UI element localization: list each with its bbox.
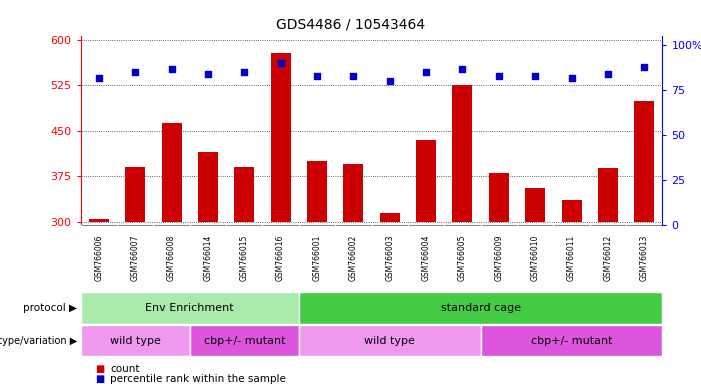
Text: GSM766012: GSM766012: [604, 235, 613, 281]
Text: GSM766004: GSM766004: [421, 235, 430, 281]
Text: cbp+/- mutant: cbp+/- mutant: [531, 336, 612, 346]
Bar: [190, 325, 299, 356]
Text: ■: ■: [95, 364, 104, 374]
Bar: [89, 218, 109, 222]
Text: GSM766003: GSM766003: [386, 235, 394, 281]
Text: Env Enrichment: Env Enrichment: [145, 303, 234, 313]
Bar: [271, 53, 291, 222]
Point: [384, 78, 395, 84]
Text: GSM766009: GSM766009: [494, 235, 503, 281]
Point: [311, 73, 322, 79]
Text: GSM766007: GSM766007: [130, 235, 139, 281]
Text: GSM766008: GSM766008: [167, 235, 176, 281]
Text: GSM766011: GSM766011: [567, 235, 576, 281]
Bar: [481, 325, 662, 356]
Text: GSM766014: GSM766014: [203, 235, 212, 281]
Bar: [634, 101, 654, 222]
Point: [529, 73, 540, 79]
Text: standard cage: standard cage: [440, 303, 521, 313]
Point: [130, 69, 141, 75]
Text: GSM766002: GSM766002: [349, 235, 358, 281]
Bar: [161, 123, 182, 222]
Bar: [598, 168, 618, 222]
Text: cbp+/- mutant: cbp+/- mutant: [203, 336, 285, 346]
Point: [238, 69, 250, 75]
Text: percentile rank within the sample: percentile rank within the sample: [110, 374, 286, 384]
Text: wild type: wild type: [365, 336, 415, 346]
Point: [348, 73, 359, 79]
Bar: [81, 325, 190, 356]
Text: GSM766015: GSM766015: [240, 235, 249, 281]
Point: [639, 64, 650, 70]
Text: GSM766005: GSM766005: [458, 235, 467, 281]
Text: protocol ▶: protocol ▶: [23, 303, 77, 313]
Point: [494, 73, 505, 79]
Text: GSM766016: GSM766016: [276, 235, 285, 281]
Bar: [416, 140, 436, 222]
Text: GSM766013: GSM766013: [640, 235, 648, 281]
Point: [566, 74, 577, 81]
Text: GDS4486 / 10543464: GDS4486 / 10543464: [276, 17, 425, 31]
Bar: [299, 325, 481, 356]
Text: ■: ■: [95, 374, 104, 384]
Text: GSM766001: GSM766001: [313, 235, 322, 281]
Bar: [452, 85, 472, 222]
Bar: [489, 173, 509, 222]
Point: [421, 69, 432, 75]
Text: GSM766006: GSM766006: [95, 235, 103, 281]
Bar: [125, 167, 145, 222]
Point: [602, 71, 613, 77]
Point: [457, 66, 468, 72]
Bar: [380, 212, 400, 222]
Bar: [525, 188, 545, 222]
Point: [93, 74, 104, 81]
Text: GSM766010: GSM766010: [531, 235, 540, 281]
Point: [166, 66, 177, 72]
Text: count: count: [110, 364, 139, 374]
Bar: [307, 161, 327, 222]
Bar: [81, 293, 299, 324]
Bar: [562, 200, 582, 222]
Bar: [234, 167, 254, 222]
Bar: [343, 164, 363, 222]
Point: [203, 71, 214, 77]
Text: wild type: wild type: [110, 336, 161, 346]
Bar: [198, 152, 218, 222]
Point: [275, 60, 286, 66]
Bar: [299, 293, 662, 324]
Text: genotype/variation ▶: genotype/variation ▶: [0, 336, 77, 346]
